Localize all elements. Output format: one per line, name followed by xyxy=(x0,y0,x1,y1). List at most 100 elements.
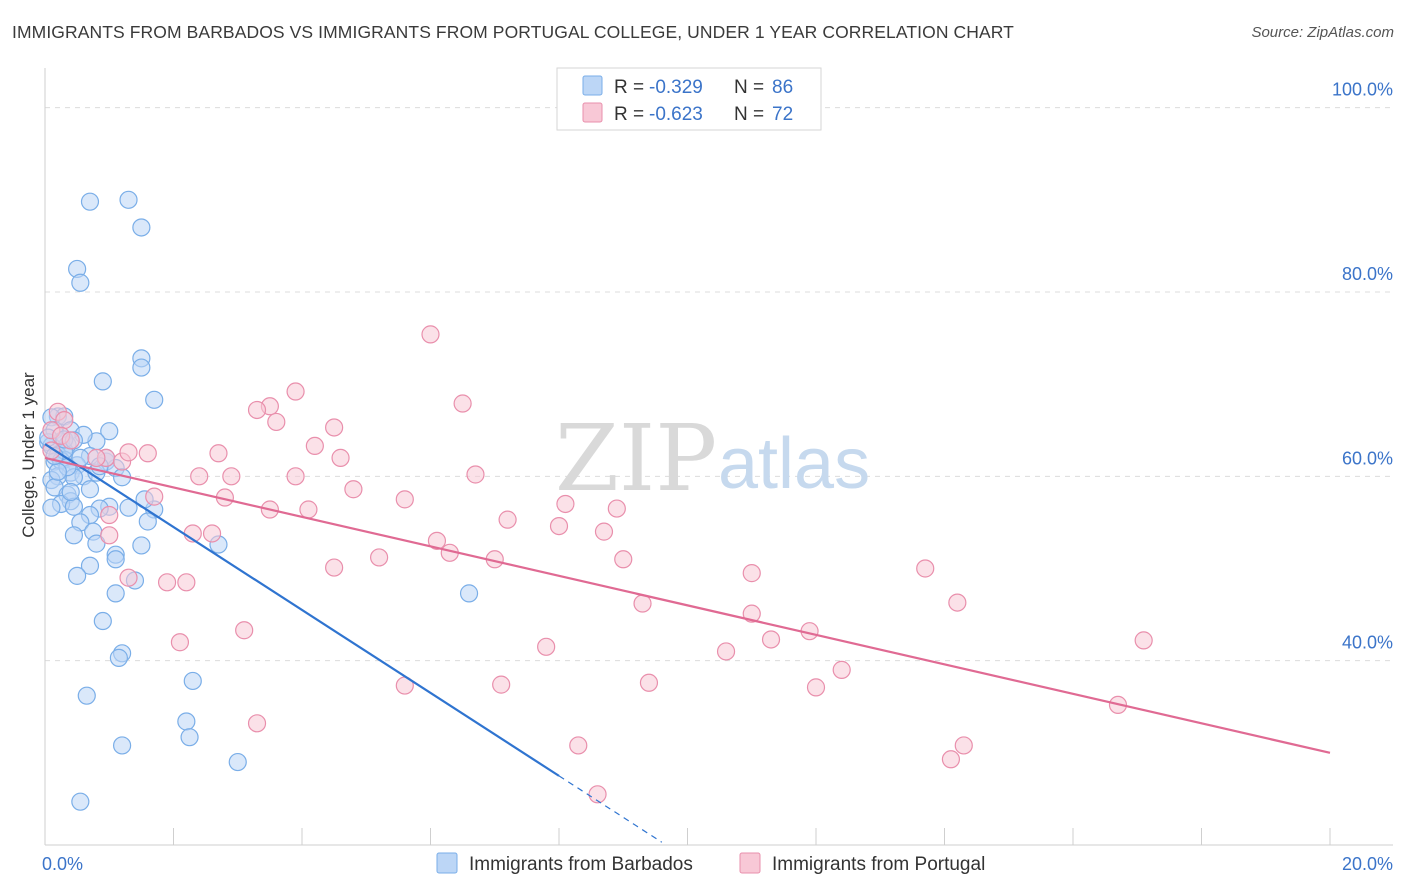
data-point xyxy=(190,467,209,486)
data-point xyxy=(569,736,588,755)
data-point xyxy=(607,499,626,518)
y-tick-label: 100.0% xyxy=(1332,80,1393,100)
data-point xyxy=(247,400,267,420)
data-point xyxy=(68,566,87,585)
data-point xyxy=(325,558,344,577)
legend-swatch-portugal xyxy=(739,852,761,874)
data-point xyxy=(916,559,935,578)
stats-swatch-barbados xyxy=(582,75,603,96)
data-point xyxy=(61,482,80,502)
y-axis-tick-labels: 40.0% 60.0% 80.0% 100.0% xyxy=(1332,80,1393,653)
data-point xyxy=(93,611,112,631)
watermark-atlas: atlas xyxy=(718,424,870,504)
data-point xyxy=(209,444,228,463)
legend-label-barbados: Immigrants from Barbados xyxy=(469,854,693,875)
data-point xyxy=(80,556,100,575)
data-point xyxy=(453,394,472,413)
trend-line-0 xyxy=(44,443,560,777)
data-point xyxy=(228,752,247,772)
data-point xyxy=(87,448,106,467)
data-point xyxy=(132,536,151,555)
data-point xyxy=(344,480,363,499)
data-point xyxy=(183,671,202,691)
stats-n-value-barbados: 86 xyxy=(772,77,793,98)
data-point xyxy=(286,467,305,486)
watermark: ZIP atlas xyxy=(555,405,870,512)
data-point xyxy=(177,573,196,592)
stats-box: R = -0.329 N = 86 R = -0.623 N = 72 xyxy=(556,67,822,131)
stats-swatch-portugal xyxy=(582,102,603,123)
data-point xyxy=(180,728,199,747)
legend-swatch-barbados xyxy=(436,852,458,874)
data-point xyxy=(80,192,100,211)
data-point xyxy=(93,372,112,391)
stats-r-label-barbados: R = xyxy=(614,77,644,98)
data-point xyxy=(64,526,84,545)
data-point xyxy=(498,510,517,529)
data-point xyxy=(492,675,511,694)
data-point xyxy=(948,593,967,612)
data-points xyxy=(39,190,1153,811)
data-point xyxy=(286,382,305,401)
data-point xyxy=(42,498,61,517)
stats-r-value-portugal: -0.623 xyxy=(649,104,703,125)
stats-r-value-barbados: -0.329 xyxy=(649,77,703,98)
data-point xyxy=(109,648,128,667)
grid-lines xyxy=(45,107,1393,662)
data-point xyxy=(145,390,164,409)
data-point xyxy=(1134,631,1153,650)
data-point xyxy=(138,512,157,531)
data-point xyxy=(112,736,132,755)
data-point xyxy=(305,436,324,456)
data-point xyxy=(247,714,267,733)
x-tick-label-max: 20.0% xyxy=(1342,854,1393,874)
data-point xyxy=(100,505,119,525)
data-point xyxy=(61,431,80,450)
data-point xyxy=(299,500,318,519)
data-point xyxy=(106,584,125,603)
chart-title: IMMIGRANTS FROM BARBADOS VS IMMIGRANTS F… xyxy=(12,22,1014,42)
watermark-zip: ZIP xyxy=(555,405,717,512)
data-point xyxy=(157,573,177,592)
y-axis-label: College, Under 1 year xyxy=(19,372,38,538)
data-point xyxy=(235,621,254,640)
trend-lines xyxy=(44,443,1331,843)
data-point xyxy=(77,686,96,705)
data-point xyxy=(138,444,157,463)
data-point xyxy=(466,465,485,484)
data-point xyxy=(556,494,575,514)
stats-n-value-portugal: 72 xyxy=(772,104,793,125)
trend-line-extension-0 xyxy=(558,775,663,843)
data-point xyxy=(832,660,851,679)
data-point xyxy=(71,792,90,811)
data-point xyxy=(145,487,164,506)
data-point xyxy=(633,594,652,613)
data-point xyxy=(170,633,190,652)
data-point xyxy=(64,497,84,516)
y-tick-label: 60.0% xyxy=(1342,448,1393,468)
legend: Immigrants from Barbados Immigrants from… xyxy=(436,852,985,875)
data-point xyxy=(588,785,607,804)
data-point xyxy=(132,218,151,237)
data-point xyxy=(459,584,479,603)
data-point xyxy=(639,673,659,692)
data-point xyxy=(954,736,973,755)
data-point xyxy=(325,418,344,437)
legend-label-portugal: Immigrants from Portugal xyxy=(772,854,985,875)
data-point xyxy=(202,524,222,543)
data-point xyxy=(119,443,138,462)
data-point xyxy=(421,325,440,344)
y-tick-label: 80.0% xyxy=(1342,264,1393,284)
data-point xyxy=(549,516,569,536)
series-points-1 xyxy=(42,325,1153,804)
y-tick-label: 40.0% xyxy=(1342,633,1393,653)
data-point xyxy=(106,550,125,569)
data-point xyxy=(119,190,138,209)
data-point xyxy=(119,568,138,587)
stats-n-label-portugal: N = xyxy=(734,104,764,125)
data-point xyxy=(100,422,119,441)
data-point xyxy=(370,548,389,567)
data-point xyxy=(594,522,614,541)
data-point xyxy=(537,637,556,656)
